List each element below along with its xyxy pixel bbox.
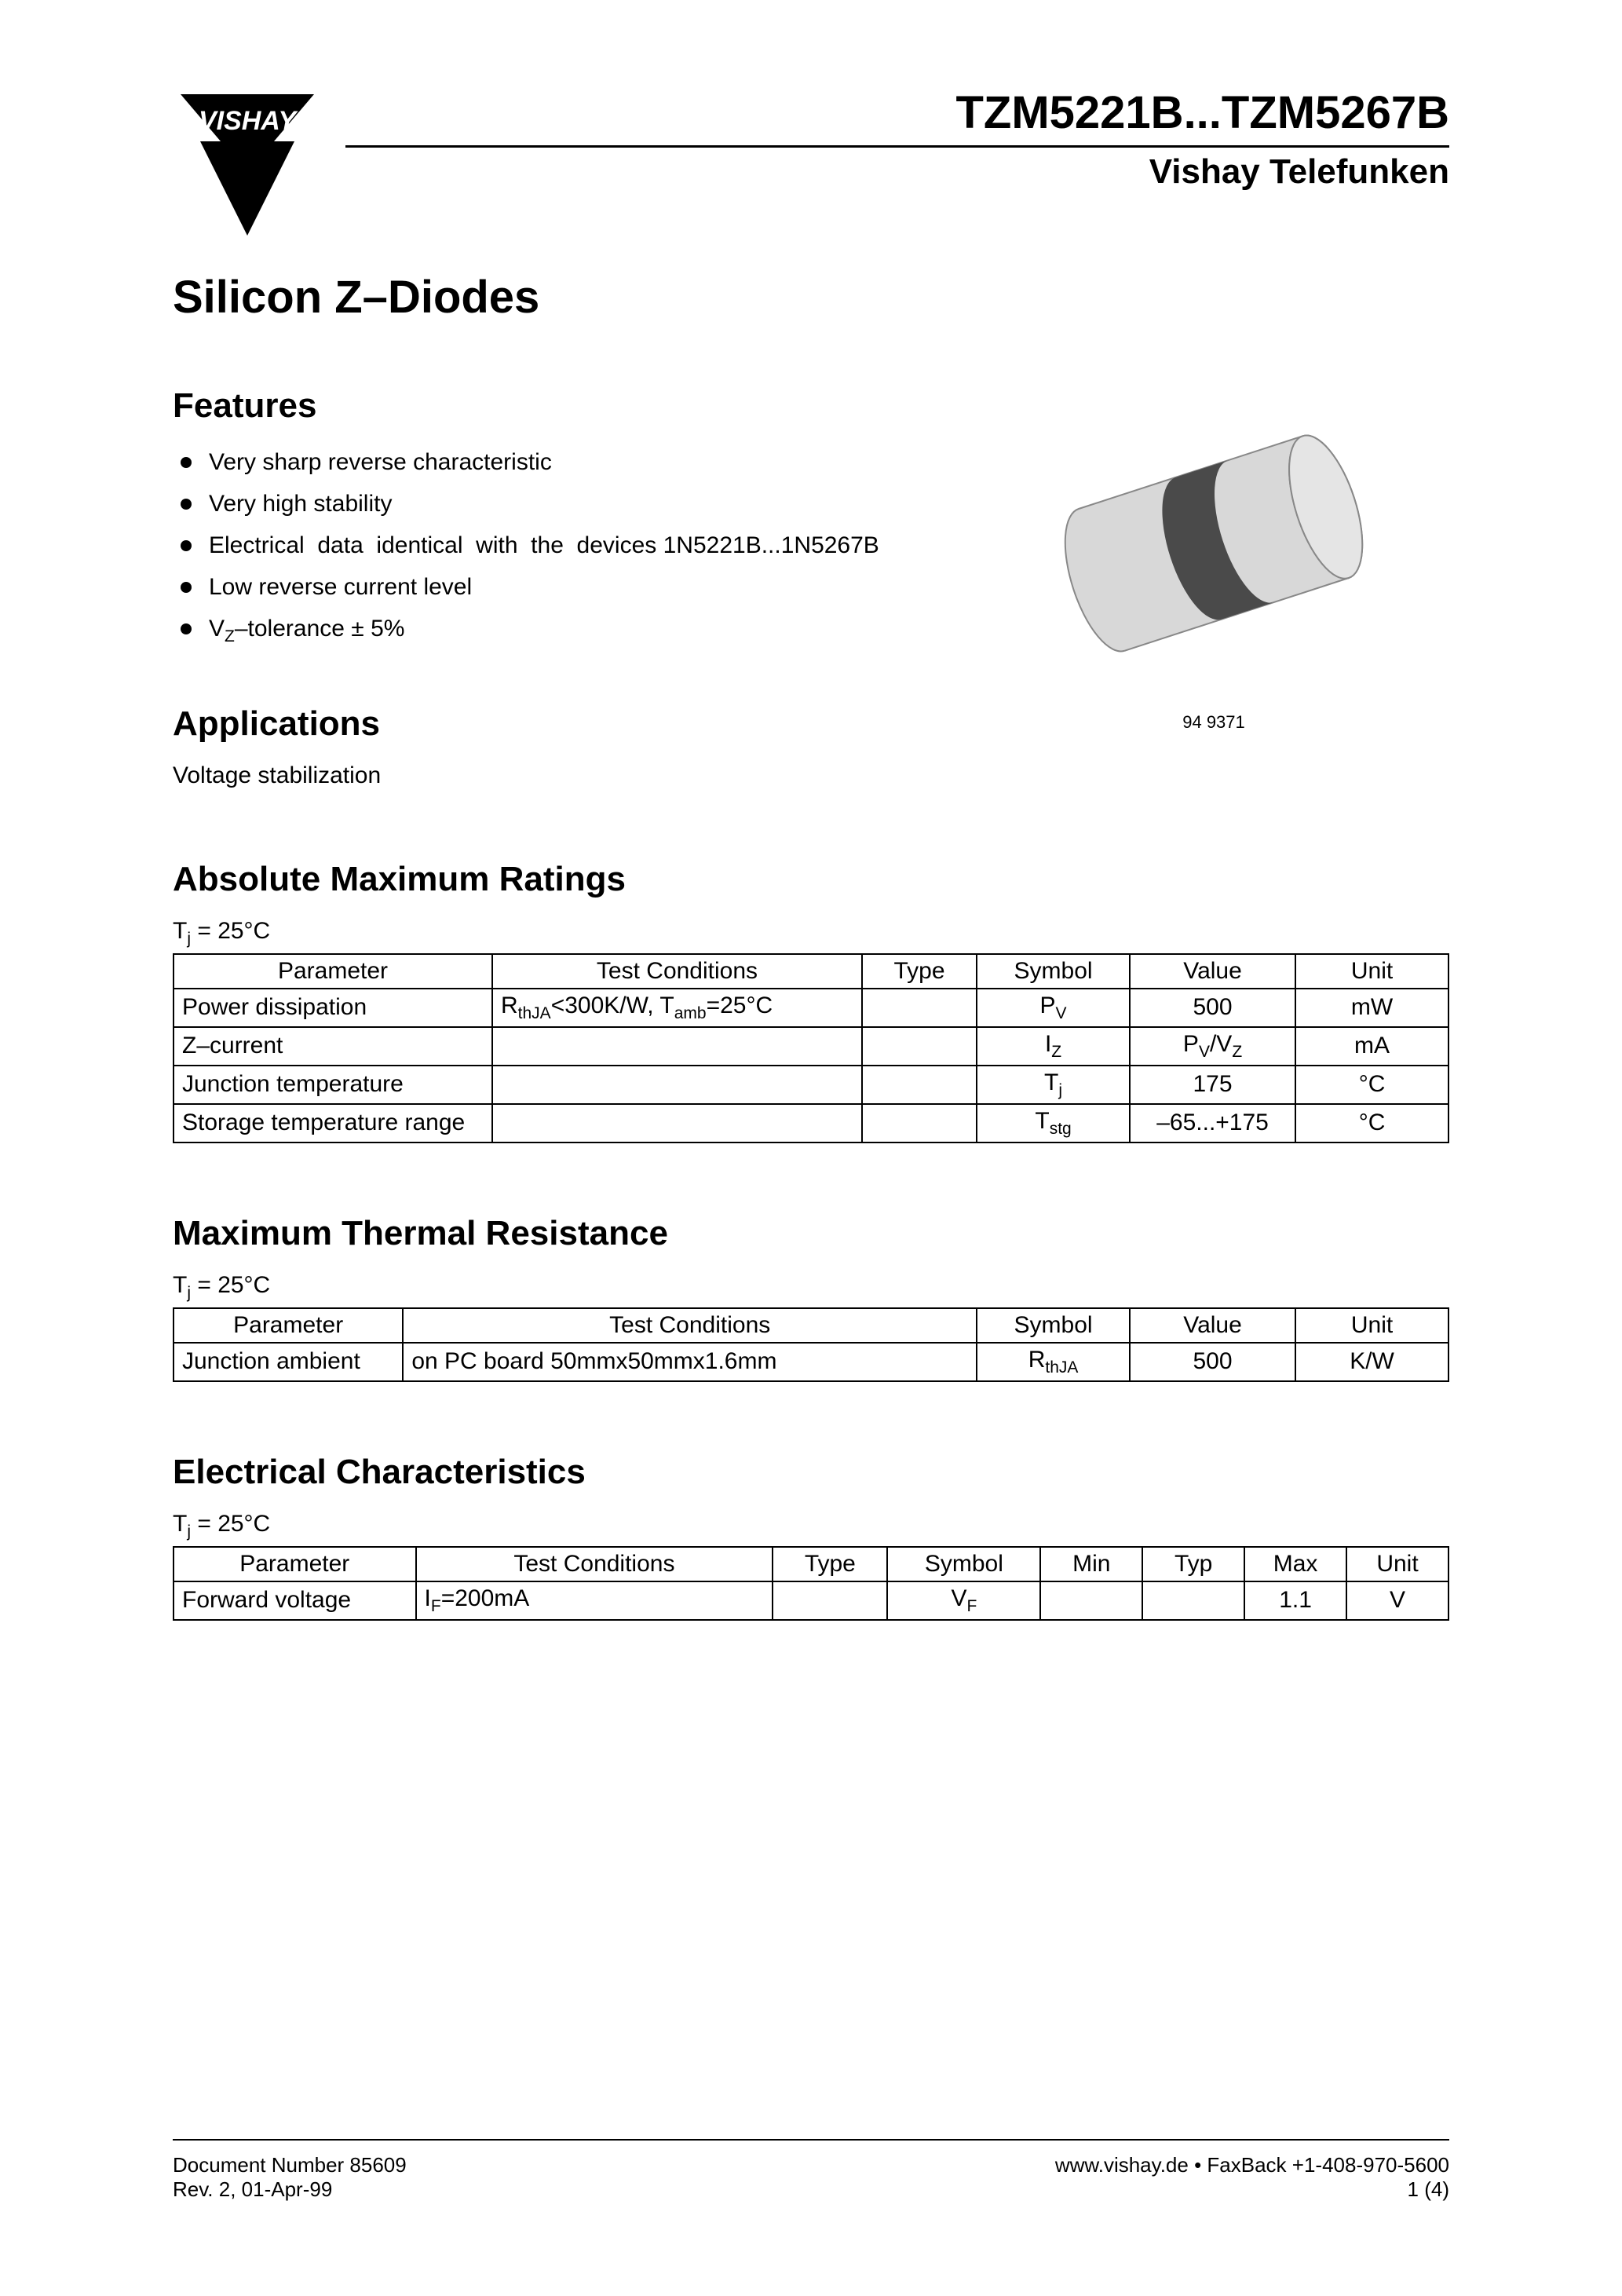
tj-note: Tj = 25°C <box>173 1272 1449 1303</box>
col-header: Symbol <box>887 1547 1040 1581</box>
col-header: Value <box>1130 1308 1295 1343</box>
col-header: Test Conditions <box>492 954 862 989</box>
diode-figure <box>1002 386 1426 700</box>
figure-caption: 94 9371 <box>978 712 1449 733</box>
col-header: Value <box>1130 954 1295 989</box>
col-header: Min <box>1040 1547 1142 1581</box>
doc-rev: Rev. 2, 01-Apr-99 <box>173 2177 407 2202</box>
feature-item: Very high stability <box>181 486 947 521</box>
col-header: Typ <box>1142 1547 1244 1581</box>
col-header: Test Conditions <box>403 1308 977 1343</box>
page-footer: Document Number 85609 Rev. 2, 01-Apr-99 … <box>173 2139 1449 2202</box>
tj-note: Tj = 25°C <box>173 1511 1449 1541</box>
col-header: Unit <box>1295 954 1448 989</box>
doc-number: Document Number 85609 <box>173 2153 407 2177</box>
table-row: Z–current IZ PV/VZ mA <box>174 1027 1448 1066</box>
header-subtitle: Vishay Telefunken <box>345 152 1449 192</box>
col-header: Parameter <box>174 954 492 989</box>
feature-item: Low reverse current level <box>181 569 947 605</box>
header-title: TZM5221B...TZM5267B <box>345 86 1449 148</box>
table-row: Junction temperature Tj 175 °C <box>174 1066 1448 1104</box>
feature-item: Very sharp reverse characteristic <box>181 444 947 480</box>
tj-note: Tj = 25°C <box>173 918 1449 949</box>
footer-page: 1 (4) <box>1055 2177 1449 2202</box>
col-header: Unit <box>1346 1547 1448 1581</box>
features-list: Very sharp reverse characteristic Very h… <box>173 444 947 649</box>
col-header: Type <box>862 954 977 989</box>
feature-item: VZ–tolerance ± 5% <box>181 611 947 649</box>
col-header: Symbol <box>977 954 1130 989</box>
col-header: Max <box>1244 1547 1346 1581</box>
thermal-table: Parameter Test Conditions Symbol Value U… <box>173 1307 1449 1382</box>
table-row: Junction ambient on PC board 50mmx50mmx1… <box>174 1343 1448 1381</box>
table-row: Power dissipation RthJA<300K/W, Tamb=25°… <box>174 989 1448 1027</box>
features-heading: Features <box>173 386 947 426</box>
logo-text: VISHAY <box>199 106 298 136</box>
footer-web: www.vishay.de • FaxBack +1-408-970-5600 <box>1055 2153 1449 2177</box>
abs-max-heading: Absolute Maximum Ratings <box>173 860 1449 899</box>
vishay-logo: VISHAY <box>173 86 322 247</box>
applications-heading: Applications <box>173 704 947 744</box>
table-row: Storage temperature range Tstg –65...+17… <box>174 1104 1448 1143</box>
main-title: Silicon Z–Diodes <box>173 271 1449 324</box>
abs-max-table: Parameter Test Conditions Type Symbol Va… <box>173 953 1449 1143</box>
col-header: Test Conditions <box>416 1547 773 1581</box>
col-header: Parameter <box>174 1547 416 1581</box>
electrical-heading: Electrical Characteristics <box>173 1453 1449 1492</box>
feature-item: Electrical data identical with the devic… <box>181 528 947 563</box>
applications-text: Voltage stabilization <box>173 762 947 789</box>
electrical-table: Parameter Test Conditions Type Symbol Mi… <box>173 1546 1449 1621</box>
table-row: Forward voltage IF=200mA VF 1.1 V <box>174 1581 1448 1620</box>
col-header: Parameter <box>174 1308 403 1343</box>
col-header: Unit <box>1295 1308 1448 1343</box>
thermal-heading: Maximum Thermal Resistance <box>173 1214 1449 1253</box>
col-header: Type <box>773 1547 887 1581</box>
col-header: Symbol <box>977 1308 1130 1343</box>
